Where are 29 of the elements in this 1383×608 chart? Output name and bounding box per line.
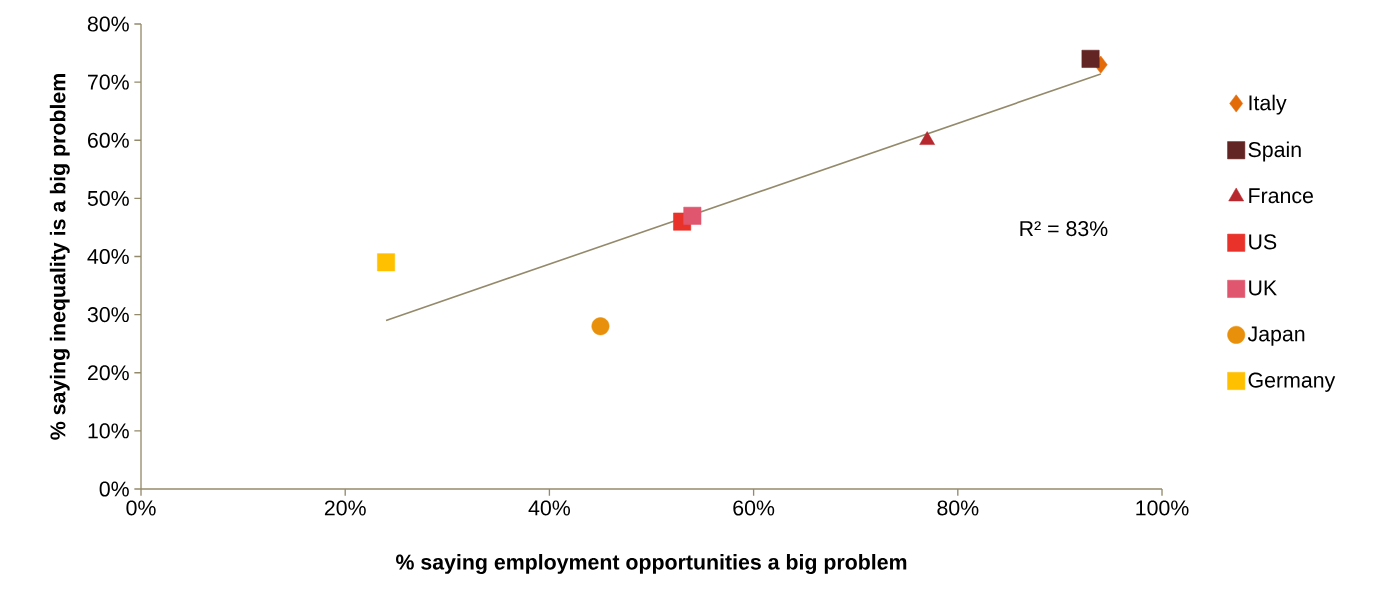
- annotation: R² = 83%: [1020, 221, 1108, 237]
- y-tick-label: 50%: [87, 190, 129, 206]
- legend-label: US: [1249, 234, 1277, 250]
- point: [591, 317, 610, 336]
- legend-label: Spain: [1248, 141, 1301, 162]
- legend-label: Japan: [1247, 326, 1305, 346]
- x-tick-label: 100%: [1136, 500, 1189, 516]
- y-tick-label: 30%: [87, 307, 129, 323]
- x-tick-label: 20%: [324, 500, 366, 516]
- y-axis-title: % saying inequality is a big problem: [49, 74, 70, 440]
- x-tick-label: 40%: [528, 500, 570, 516]
- x-tick-label: 80%: [937, 500, 979, 516]
- y-tick-label: 10%: [88, 423, 129, 439]
- legend-label: UK: [1249, 280, 1277, 296]
- y-tick-label: 0%: [99, 481, 129, 497]
- y-tick-label: 70%: [88, 74, 129, 90]
- y-tick-label: 60%: [88, 132, 129, 148]
- point: [683, 206, 702, 225]
- x-tick-label: 60%: [733, 500, 775, 516]
- legend-label: Italy: [1249, 94, 1287, 115]
- legend-label: France: [1249, 188, 1313, 204]
- y-tick-label: 40%: [87, 248, 129, 265]
- y-tick-label: 20%: [88, 365, 129, 381]
- legend-label: Germany: [1248, 372, 1336, 392]
- point: [377, 253, 395, 272]
- x-tick-label: 0%: [126, 500, 156, 516]
- x-axis-title: % saying employment opportunities a big problem: [396, 553, 907, 574]
- y-tick-label: 80%: [87, 16, 129, 32]
- point: [1081, 49, 1100, 68]
